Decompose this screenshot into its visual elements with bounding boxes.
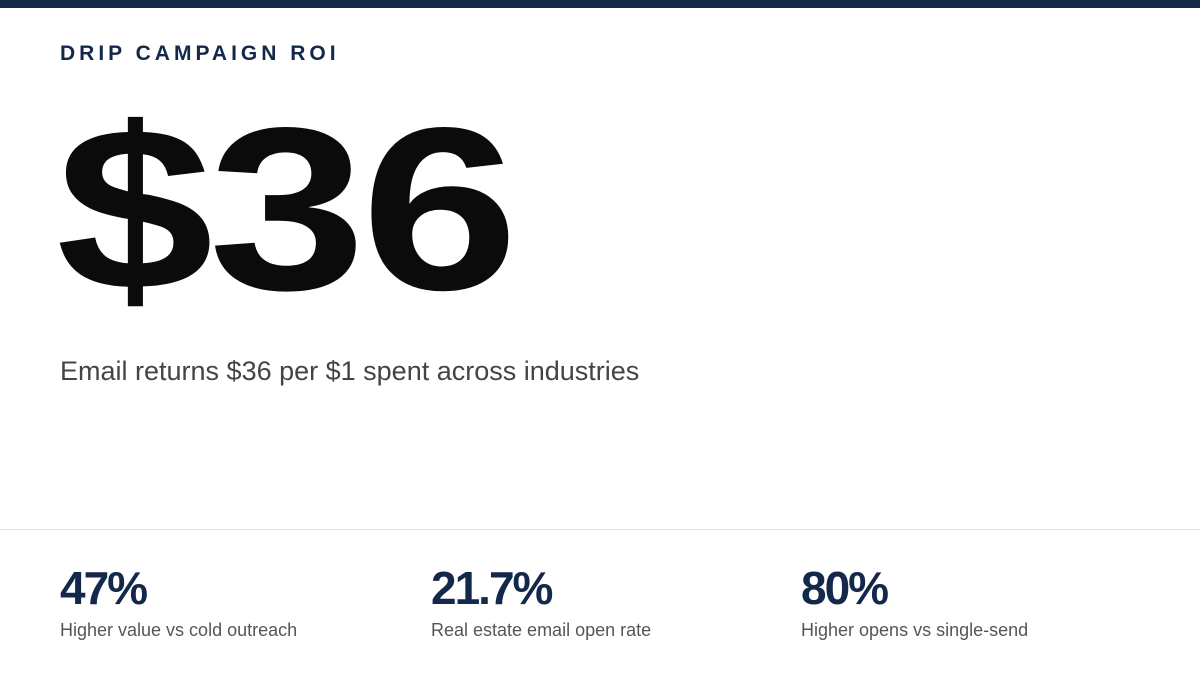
stat-label: Real estate email open rate [431, 620, 652, 640]
stat-value: 80% [801, 562, 889, 614]
stat: 47% Higher value vs cold outreach [60, 560, 297, 641]
stat: 21.7% Real estate email open rate [431, 560, 651, 641]
stat-value: 47% [60, 562, 148, 614]
top-bar [0, 0, 1200, 8]
stat-label: Higher value vs cold outreach [60, 620, 298, 640]
stat-value: 21.7% [431, 562, 553, 614]
stat: 80% Higher opens vs single-send [801, 560, 1028, 641]
section-label: DRIP CAMPAIGN ROI [60, 42, 340, 65]
hero-caption: Email returns $36 per $1 spent across in… [60, 356, 640, 386]
divider [0, 529, 1200, 530]
stat-label: Higher opens vs single-send [801, 620, 1029, 640]
hero-value: $36 [56, 80, 518, 339]
